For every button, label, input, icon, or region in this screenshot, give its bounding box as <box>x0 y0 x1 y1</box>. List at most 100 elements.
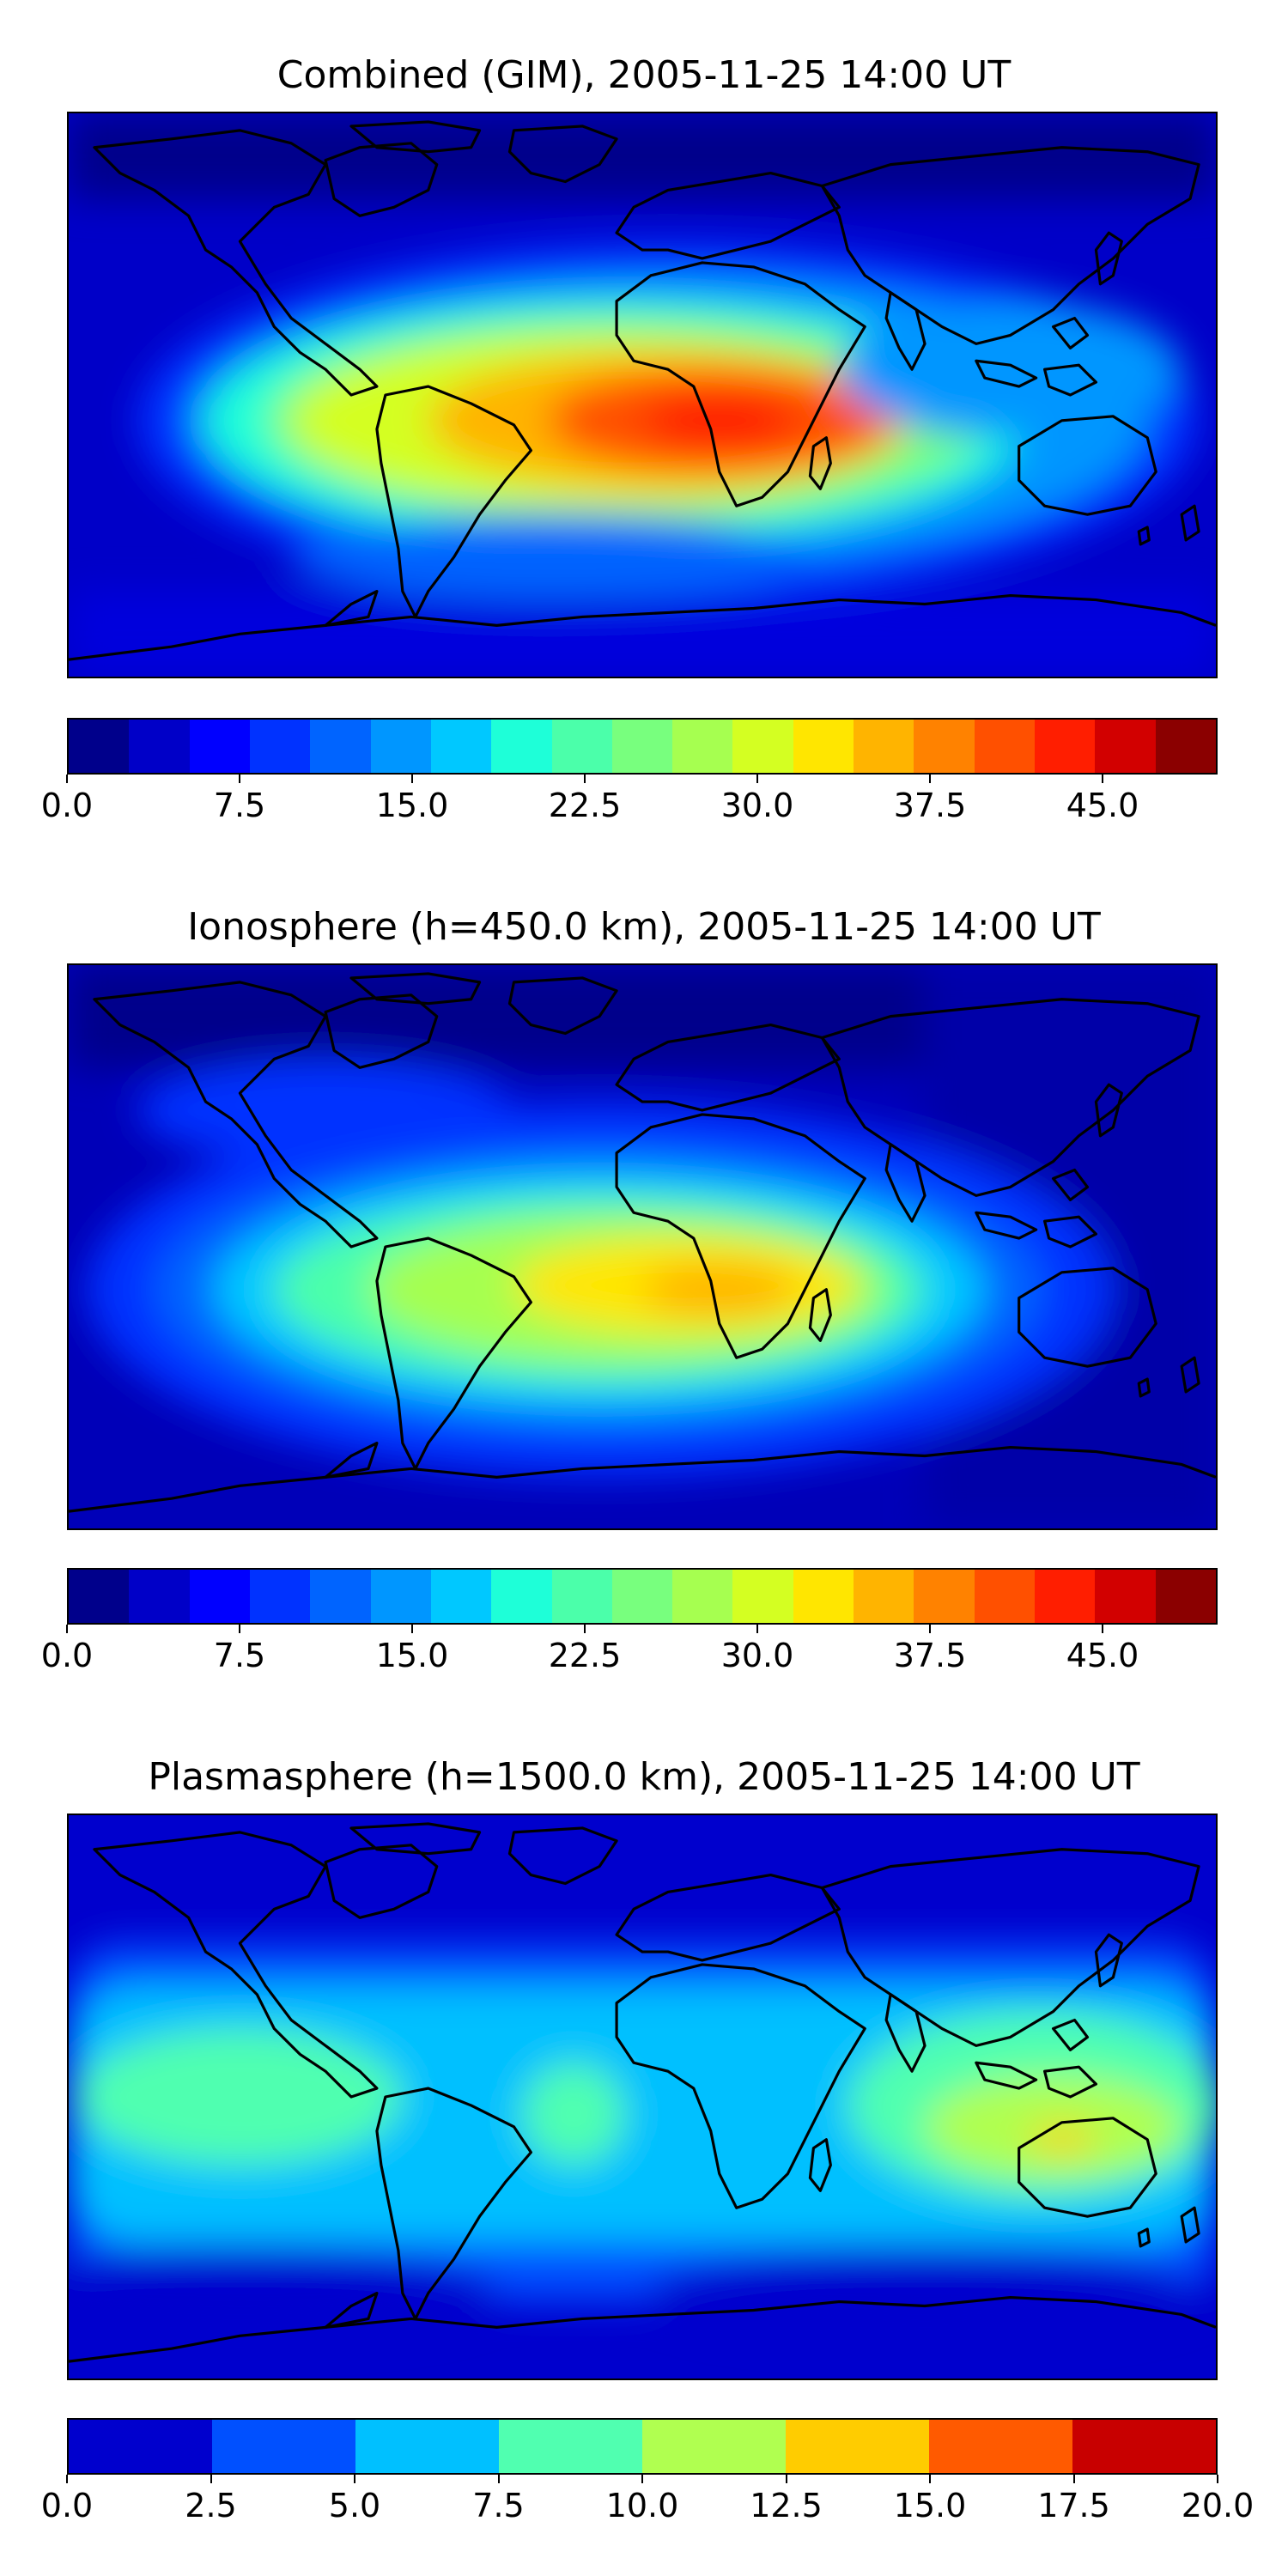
colorbar-tick <box>929 2475 931 2483</box>
colorbar-tick-label: 15.0 <box>375 787 449 824</box>
colorbar-tick <box>411 775 413 783</box>
colorbar-segment <box>499 2420 642 2473</box>
colorbar-tick <box>354 2475 355 2483</box>
colorbar-tick <box>1102 775 1103 783</box>
colorbar-segment <box>1155 1570 1216 1623</box>
colorbar-tick-label: 45.0 <box>1066 787 1139 824</box>
colorbar-segment <box>1095 1570 1156 1623</box>
panel-1-colorbar-ticks: 0.0 7.5 15.0 22.5 30.0 37.5 45.0 <box>41 775 1218 826</box>
colorbar-tick <box>66 2475 68 2483</box>
colorbar-segment <box>1035 720 1096 773</box>
colorbar-segment <box>642 2420 786 2473</box>
colorbar-tick <box>929 775 931 783</box>
colorbar-segment <box>310 720 371 773</box>
colorbar-segment <box>974 720 1035 773</box>
colorbar-segment <box>786 2420 929 2473</box>
colorbar-tick <box>210 2475 212 2483</box>
colorbar-segment <box>491 720 552 773</box>
colorbar-segment <box>732 720 793 773</box>
colorbar-segment <box>1155 720 1216 773</box>
colorbar-tick <box>497 2475 500 2483</box>
colorbar-tick <box>66 1625 68 1633</box>
colorbar-segment <box>69 720 130 773</box>
colorbar-tick-label: 30.0 <box>720 787 794 824</box>
colorbar-segment <box>310 1570 371 1623</box>
colorbar-tick <box>1217 2475 1218 2483</box>
colorbar-tick-label: 0.0 <box>40 2487 94 2524</box>
panel-1-title: Combined (GIM), 2005-11-25 14:00 UT <box>276 53 1012 97</box>
panel-3-map <box>67 1814 1218 2380</box>
colorbar-tick <box>584 775 586 783</box>
panel-1-map-svg <box>69 113 1216 677</box>
colorbar-segment <box>929 2420 1072 2473</box>
colorbar-tick <box>756 775 758 783</box>
panel-2-colorbar-ticks: 0.0 7.5 15.0 22.5 30.0 37.5 45.0 <box>41 1625 1218 1676</box>
colorbar-segment <box>370 1570 431 1623</box>
colorbar-segment <box>355 2420 499 2473</box>
colorbar-tick-label: 5.0 <box>328 2487 381 2524</box>
colorbar-tick <box>1072 2475 1075 2483</box>
colorbar-tick-label: 15.0 <box>893 2487 967 2524</box>
colorbar-segment <box>611 1570 673 1623</box>
panel-2-colorbar <box>67 1568 1218 1625</box>
colorbar-segment <box>551 720 612 773</box>
colorbar-segment <box>914 720 975 773</box>
colorbar-tick-label: 17.5 <box>1037 2487 1110 2524</box>
panel-1-map <box>67 112 1218 678</box>
colorbar-tick <box>411 1625 413 1633</box>
panel-1-colorbar <box>67 718 1218 775</box>
colorbar-segment <box>249 720 311 773</box>
colorbar-tick-label: 37.5 <box>893 787 967 824</box>
colorbar-segment <box>249 1570 311 1623</box>
colorbar-tick-label: 7.5 <box>213 787 266 824</box>
colorbar-tick <box>584 1625 586 1633</box>
colorbar-tick-label: 20.0 <box>1181 2487 1255 2524</box>
colorbar-segment <box>672 1570 733 1623</box>
colorbar-tick-label: 45.0 <box>1066 1637 1139 1674</box>
colorbar-segment <box>1095 720 1156 773</box>
colorbar-segment <box>189 720 250 773</box>
panel-2-map <box>67 963 1218 1530</box>
colorbar-segment <box>69 2420 212 2473</box>
panel-3-colorbar-ticks: 0.0 2.5 5.0 7.5 10.0 12.5 15.0 17.5 20.0 <box>41 2475 1254 2526</box>
colorbar-segment <box>430 720 492 773</box>
colorbar-tick <box>785 2475 787 2483</box>
colorbar-tick-label: 22.5 <box>548 787 622 824</box>
colorbar-tick-label: 22.5 <box>548 1637 622 1674</box>
panel-3-title: Plasmasphere (h=1500.0 km), 2005-11-25 1… <box>148 1755 1140 1799</box>
colorbar-tick-label: 15.0 <box>375 1637 449 1674</box>
colorbar-segment <box>854 1570 914 1623</box>
colorbar-segment <box>793 1570 854 1623</box>
colorbar-segment <box>430 1570 492 1623</box>
panel-2-title: Ionosphere (h=450.0 km), 2005-11-25 14:0… <box>187 905 1101 949</box>
colorbar-tick-label: 10.0 <box>605 2487 679 2524</box>
colorbar-tick <box>1102 1625 1103 1633</box>
colorbar-tick-label: 7.5 <box>472 2487 525 2524</box>
colorbar-tick <box>929 1625 931 1633</box>
colorbar-tick <box>239 1625 240 1633</box>
colorbar-tick-label: 12.5 <box>750 2487 823 2524</box>
colorbar-tick <box>239 775 240 783</box>
colorbar-segment <box>1035 1570 1096 1623</box>
colorbar-segment <box>212 2420 355 2473</box>
colorbar-segment <box>69 1570 130 1623</box>
colorbar-tick-label: 0.0 <box>40 787 94 824</box>
colorbar-tick-label: 7.5 <box>213 1637 266 1674</box>
colorbar-segment <box>732 1570 793 1623</box>
panel-3-colorbar <box>67 2418 1218 2475</box>
colorbar-segment <box>974 1570 1035 1623</box>
colorbar-segment <box>189 1570 250 1623</box>
colorbar-segment <box>129 1570 190 1623</box>
colorbar-tick-label: 30.0 <box>720 1637 794 1674</box>
colorbar-segment <box>854 720 914 773</box>
colorbar-tick-label: 2.5 <box>185 2487 237 2524</box>
colorbar-segment <box>1072 2420 1216 2473</box>
colorbar-segment <box>611 720 673 773</box>
colorbar-tick-label: 37.5 <box>893 1637 967 1674</box>
panel-3-map-svg <box>69 1815 1216 2379</box>
colorbar-segment <box>672 720 733 773</box>
colorbar-segment <box>914 1570 975 1623</box>
colorbar-segment <box>129 720 190 773</box>
colorbar-tick <box>66 775 68 783</box>
colorbar-tick <box>641 2475 643 2483</box>
